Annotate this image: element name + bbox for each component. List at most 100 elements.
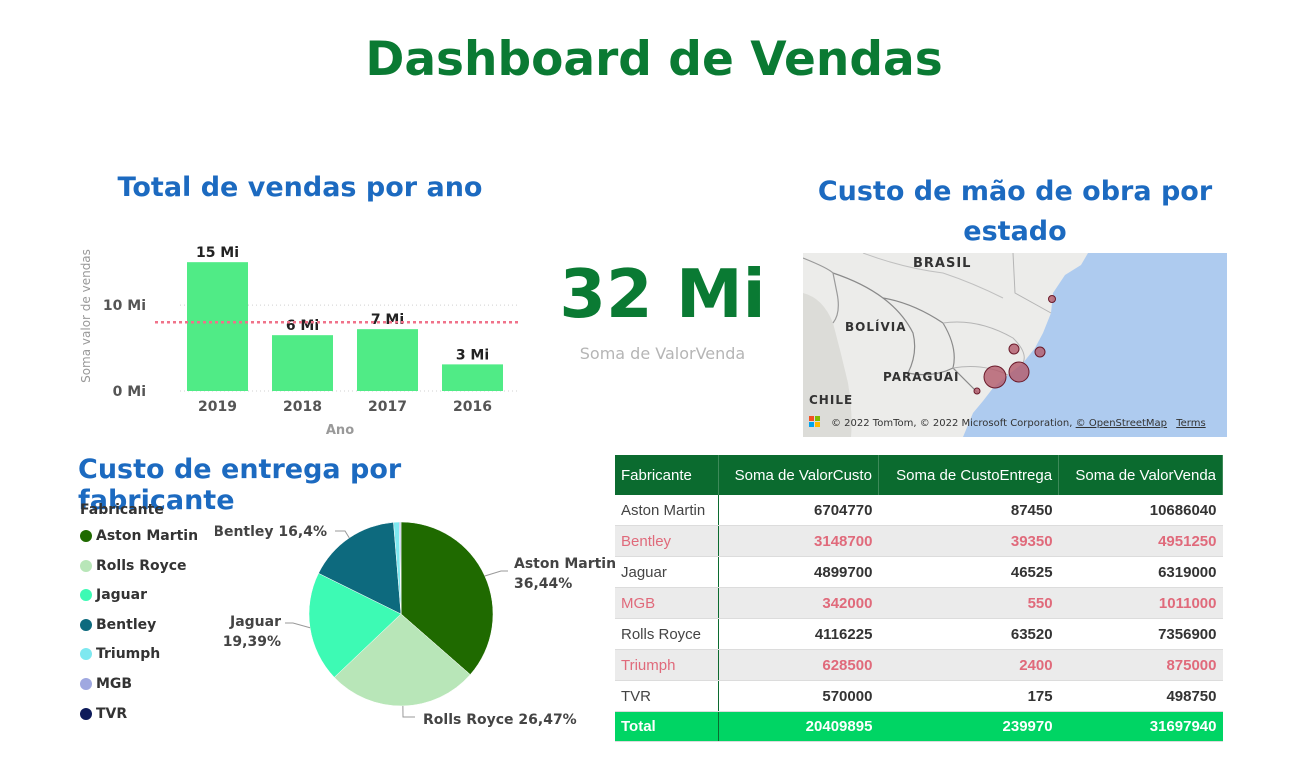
legend-label: TVR (96, 705, 128, 722)
bar-data-label: 7 Mi (371, 312, 404, 328)
legend-label: Rolls Royce (96, 557, 187, 574)
table-cell: 1011000 (1058, 587, 1223, 619)
table-row[interactable]: MGB 342000 550 1011000 (615, 587, 1223, 619)
pie-label-pct: 36,44% (514, 576, 572, 592)
table-cell: 10686040 (1058, 495, 1223, 526)
table-cell: 4951250 (1058, 525, 1223, 557)
y-tick-label: 10 Mi (103, 298, 146, 314)
legend-title: Fabricante (80, 502, 164, 518)
map-bubble[interactable] (1048, 295, 1056, 303)
table-cell: 63520 (878, 618, 1059, 650)
pie-leader-line (335, 530, 350, 539)
x-tick-label: 2019 (198, 399, 237, 415)
microsoft-logo-icon (809, 416, 820, 427)
column-header-fabricante[interactable]: Fabricante (615, 455, 719, 495)
y-tick-label: 0 Mi (113, 384, 146, 400)
legend-label: Triumph (96, 646, 161, 663)
page-title: Dashboard de Vendas (365, 32, 943, 87)
map-background (803, 253, 1088, 437)
column-header-valorvenda[interactable]: Soma de ValorVenda (1058, 455, 1223, 495)
table-row[interactable]: Bentley 3148700 39350 4951250 (615, 525, 1223, 557)
legend-label: Jaguar (96, 587, 147, 604)
table-total-cell: Total (615, 711, 719, 742)
pie-chart-title: Custo de entrega por fabricante (78, 454, 402, 516)
terms-link[interactable]: Terms (1176, 418, 1206, 429)
pie-label: Rolls Royce 26,47% (423, 712, 577, 728)
legend-marker (80, 707, 92, 720)
table-cell: Bentley (615, 525, 719, 557)
pie-chart[interactable]: Aston Martin 36,44% Rolls Royce 26,47% Jagu… (215, 505, 615, 730)
table-cell: 6704770 (718, 495, 879, 526)
table-cell: 4116225 (718, 618, 879, 650)
legend-item-jaguar[interactable]: Jaguar (80, 587, 147, 603)
pie-slice-aston-martin[interactable] (400, 521, 494, 675)
column-header-valorcusto[interactable]: Soma de ValorCusto (718, 455, 879, 495)
legend-item-mgb[interactable]: MGB (80, 676, 132, 692)
bar-2017[interactable] (357, 329, 418, 391)
map-title-line1: Custo de mão de obra por (817, 176, 1213, 207)
table-cell: 4899700 (718, 556, 879, 588)
pie-label: Bentley 16,4% (215, 524, 327, 540)
column-header-custoentrega[interactable]: Soma de CustoEntrega (878, 455, 1060, 495)
legend-item-bentley[interactable]: Bentley (80, 617, 156, 633)
table-cell: 875000 (1058, 649, 1223, 681)
table-cell: 6319000 (1058, 556, 1223, 588)
bar-data-label: 6 Mi (286, 318, 319, 334)
map-visual[interactable]: BRASIL BOLÍVIA PARAGUAI CHILE © 2022 Tom… (803, 253, 1227, 437)
kpi-value: 32 Mi (559, 255, 766, 333)
table-row[interactable]: Triumph 628500 2400 875000 (615, 649, 1223, 681)
table-row[interactable]: Rolls Royce 4116225 63520 7356900 (615, 618, 1223, 650)
legend-item-tvr[interactable]: TVR (80, 706, 127, 722)
bar-2018[interactable] (272, 335, 333, 391)
map-title-line2: estado (963, 216, 1067, 247)
legend-label: MGB (96, 676, 133, 692)
bar-data-label: 15 Mi (196, 245, 239, 261)
bar-2016[interactable] (442, 364, 503, 391)
table-cell: 39350 (878, 525, 1059, 557)
map-label-paraguai: PARAGUAI (883, 370, 960, 384)
map-bubble[interactable] (973, 387, 981, 395)
table-cell: 570000 (718, 680, 879, 712)
map-attribution: © 2022 TomTom, © 2022 Microsoft Corporat… (831, 418, 1206, 429)
table-total-cell: 239970 (878, 711, 1059, 742)
table-cell: 498750 (1058, 680, 1223, 712)
pie-slice-jaguar[interactable] (308, 572, 402, 678)
map-bubble[interactable] (1008, 343, 1020, 355)
osm-link[interactable]: © OpenStreetMap (1075, 418, 1168, 429)
table-cell: 175 (878, 680, 1059, 712)
legend-item-aston-martin[interactable]: Aston Martin (80, 528, 198, 544)
map-label-chile: CHILE (809, 393, 854, 407)
bar-2019[interactable] (187, 262, 248, 391)
map-bubble[interactable] (1034, 346, 1046, 358)
table-cell: 342000 (718, 587, 879, 619)
map-label-bolivia: BOLÍVIA (845, 320, 907, 334)
table-cell: 3148700 (718, 525, 879, 557)
table-cell: Rolls Royce (615, 618, 719, 650)
bar-chart[interactable]: 0 Mi 10 Mi Soma valor de vendas 15 Mi 2019 6 … (70, 220, 530, 445)
x-axis-label: Ano (326, 423, 354, 438)
x-tick-label: 2016 (453, 399, 492, 415)
bar-chart-title: Total de vendas por ano (117, 172, 483, 203)
table-cell: TVR (615, 680, 719, 712)
table-row[interactable]: Aston Martin 6704770 87450 10686040 (615, 495, 1223, 526)
table-total-row[interactable]: Total 20409895 239970 31697940 (615, 711, 1223, 742)
table-row[interactable]: Jaguar 4899700 46525 6319000 (615, 556, 1223, 588)
table-header-row: Fabricante Soma de ValorCusto Soma de Cu… (615, 455, 1223, 495)
legend-marker (80, 589, 92, 602)
data-table[interactable]: Fabricante Soma de ValorCusto Soma de Cu… (615, 455, 1223, 742)
legend-marker (80, 678, 92, 690)
y-axis-label: Soma valor de vendas (79, 249, 93, 383)
legend-marker (80, 618, 92, 631)
pie-label-name: Jaguar (229, 614, 281, 630)
legend-marker (80, 648, 92, 661)
table-total-cell: 31697940 (1058, 711, 1223, 742)
table-row[interactable]: TVR 570000 175 498750 (615, 680, 1223, 712)
map-bubble[interactable] (1008, 361, 1030, 383)
map-bubble[interactable] (983, 365, 1007, 389)
bar-data-label: 3 Mi (456, 347, 489, 363)
map-attribution-text: © 2022 TomTom, © 2022 Microsoft Corporat… (831, 418, 1073, 429)
legend-item-triumph[interactable]: Triumph (80, 646, 160, 662)
legend-marker (80, 530, 92, 542)
legend-item-rolls-royce[interactable]: Rolls Royce (80, 558, 187, 574)
table-cell: Triumph (615, 649, 719, 681)
